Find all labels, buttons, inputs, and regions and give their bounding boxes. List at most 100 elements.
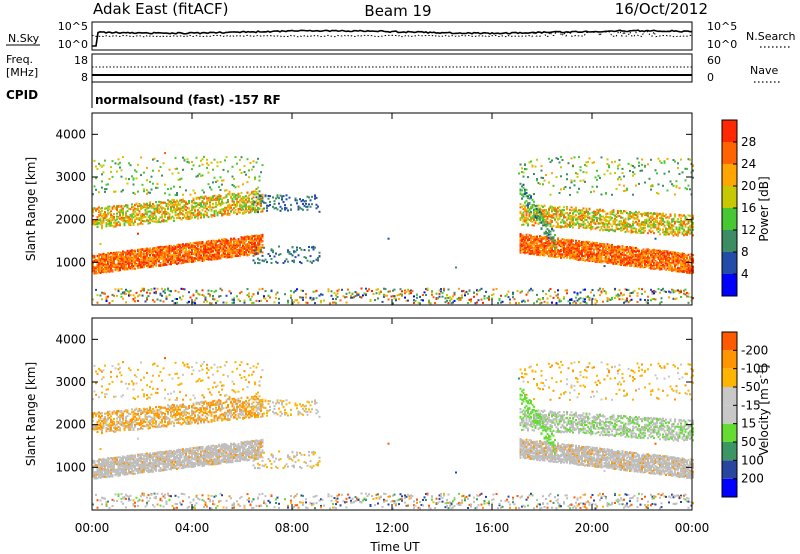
- power-cell: [159, 221, 162, 224]
- power-cell: [209, 197, 211, 200]
- power-cell: [101, 257, 103, 260]
- power-cell: [554, 254, 556, 257]
- power-cell: [102, 218, 105, 221]
- power-cell: [116, 263, 118, 266]
- power-cell: [450, 297, 453, 300]
- power-cell: [185, 248, 187, 251]
- power-cell: [452, 301, 454, 304]
- power-cell: [146, 296, 148, 299]
- power-cell: [539, 250, 541, 252]
- power-cell: [197, 251, 199, 254]
- power-cell: [159, 205, 162, 208]
- power-cell: [152, 262, 154, 265]
- power-cell: [233, 250, 235, 253]
- power-cell: [185, 250, 187, 252]
- power-cell: [543, 254, 546, 257]
- power-cell: [350, 296, 352, 299]
- power-cell: [123, 263, 126, 266]
- power-cell: [173, 247, 175, 250]
- power-cell: [542, 213, 544, 215]
- power-cell: [138, 252, 141, 255]
- power-cell: [243, 299, 246, 302]
- power-cell: [552, 229, 555, 232]
- power-cell: [261, 287, 264, 290]
- power-cell: [548, 289, 550, 292]
- power-cell: [104, 188, 106, 191]
- power-cell: [171, 211, 174, 214]
- power-cell: [519, 188, 522, 191]
- power-cell: [531, 165, 534, 168]
- power-cell: [203, 203, 205, 206]
- power-cell: [135, 258, 138, 261]
- power-cell: [530, 217, 532, 220]
- power-cell: [165, 245, 168, 248]
- power-cell: [537, 218, 540, 221]
- power-cell: [531, 236, 534, 239]
- power-cell: [192, 206, 195, 209]
- power-cell: [204, 296, 207, 299]
- power-cell: [219, 202, 222, 205]
- power-cell: [183, 257, 186, 260]
- power-cell: [152, 215, 154, 218]
- power-cell: [554, 255, 556, 258]
- power-cell: [158, 260, 160, 263]
- power-cell: [119, 269, 121, 272]
- power-cell: [164, 263, 166, 266]
- power-cell: [561, 249, 564, 252]
- power-cell: [92, 210, 94, 213]
- power-cell: [150, 260, 153, 263]
- power-cell: [306, 208, 309, 211]
- power-cell: [123, 217, 126, 219]
- power-cell: [524, 251, 526, 254]
- power-cell: [312, 245, 315, 248]
- power-cell: [560, 175, 562, 178]
- power-cell: [117, 158, 120, 161]
- power-cell: [519, 203, 522, 205]
- power-cell: [293, 291, 295, 294]
- power-cell: [156, 221, 159, 224]
- power-cell: [258, 207, 261, 210]
- power-cell: [539, 245, 541, 247]
- power-cell: [414, 299, 417, 302]
- power-cell: [224, 246, 226, 249]
- power-cell: [314, 302, 316, 305]
- power-cell: [219, 240, 222, 243]
- power-cell: [464, 292, 466, 295]
- power-cell: [299, 247, 301, 249]
- power-cell: [137, 207, 139, 210]
- power-cell: [146, 250, 148, 253]
- power-cell: [524, 188, 526, 191]
- power-cell: [182, 156, 184, 159]
- power-cell: [525, 212, 528, 215]
- power-cell: [179, 211, 181, 213]
- power-cell: [246, 244, 249, 247]
- power-cell: [176, 203, 178, 206]
- power-cell: [227, 200, 229, 203]
- power-cell: [531, 250, 534, 253]
- power-cell: [164, 247, 166, 250]
- power-cell: [207, 164, 210, 167]
- power-cell: [155, 186, 157, 189]
- power-cell: [249, 246, 252, 249]
- power-cell: [239, 240, 241, 243]
- power-cell: [533, 212, 535, 215]
- power-cell: [552, 255, 555, 258]
- power-cell: [120, 218, 123, 221]
- power-cell: [176, 246, 178, 249]
- power-cell: [143, 252, 145, 255]
- power-cell: [299, 296, 301, 299]
- power-cell: [266, 209, 268, 212]
- power-cell: [519, 239, 522, 242]
- power-cell: [123, 219, 126, 222]
- power-cell: [536, 238, 538, 241]
- power-cell: [200, 249, 202, 252]
- power-cell: [314, 197, 316, 200]
- power-cell: [552, 242, 555, 245]
- power-cell: [255, 199, 258, 202]
- power-cell: [131, 249, 133, 252]
- power-cell: [213, 241, 216, 244]
- power-cell: [213, 257, 216, 260]
- power-cell: [222, 249, 225, 252]
- power-cell: [122, 218, 124, 221]
- power-cell: [527, 217, 529, 220]
